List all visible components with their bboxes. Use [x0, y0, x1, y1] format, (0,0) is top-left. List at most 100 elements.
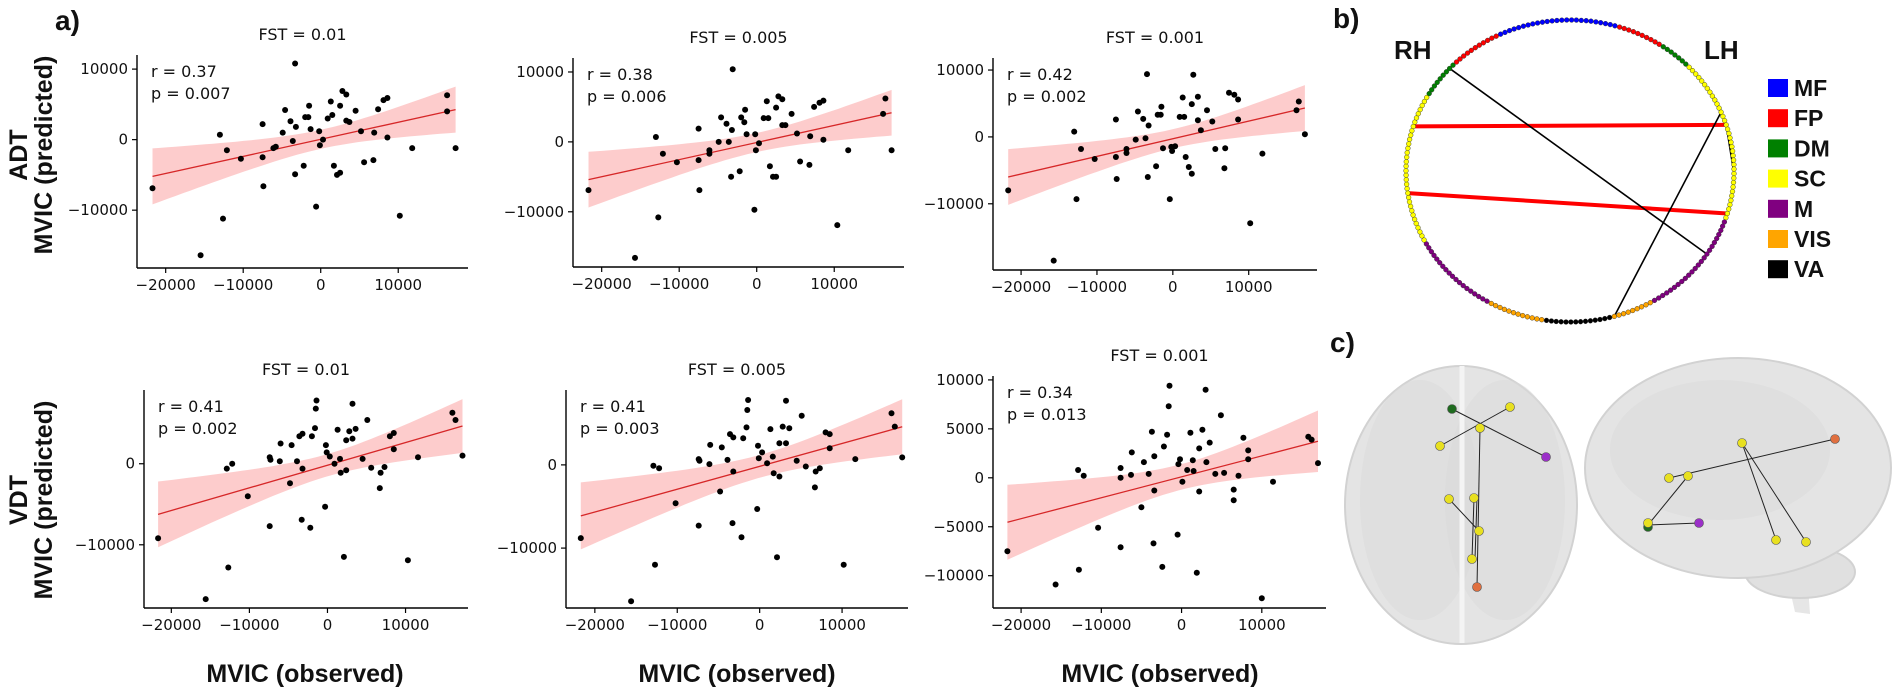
data-point	[337, 169, 344, 176]
ring-node-vis	[1520, 313, 1526, 319]
data-point	[312, 425, 318, 432]
ring-node-sc	[1686, 64, 1692, 70]
ring-node-mf	[1534, 20, 1541, 26]
regression-line	[1008, 107, 1306, 178]
ring-node-sc	[1731, 175, 1737, 181]
data-point	[745, 397, 752, 403]
data-point	[729, 520, 736, 527]
data-point	[1235, 116, 1242, 123]
data-point	[826, 431, 833, 438]
data-point	[1132, 136, 1139, 143]
xlabel-col3: MVIC (observed)	[1061, 660, 1258, 688]
regression-line	[157, 425, 463, 515]
data-point	[1071, 128, 1078, 135]
brain-node	[1694, 518, 1704, 528]
data-point	[1153, 163, 1160, 170]
ring-node-va	[1548, 318, 1555, 324]
data-point	[1080, 472, 1087, 479]
data-point	[237, 155, 244, 162]
ring-node-dm	[1443, 69, 1450, 75]
y-tick-label: 0	[547, 456, 557, 474]
ring-node-sc	[1404, 186, 1410, 192]
data-point	[834, 222, 841, 229]
x-tick-label: −10000	[219, 616, 279, 634]
data-point	[1004, 548, 1011, 555]
data-point	[1182, 154, 1189, 160]
x-tick-label: −20000	[572, 275, 632, 293]
ring-node-dm	[1434, 79, 1440, 86]
ring-node-fp	[1616, 24, 1623, 30]
data-point	[1160, 145, 1166, 152]
ring-node-vis	[1506, 308, 1512, 314]
y-tick-label: −10000	[68, 201, 128, 219]
ring-node-sc	[1729, 188, 1736, 195]
ring-node-sc	[1403, 172, 1409, 178]
data-point	[272, 143, 279, 150]
ring-node-mf	[1511, 26, 1517, 32]
y-tick-label: −10000	[924, 195, 984, 213]
y-tick-label: 0	[974, 128, 984, 146]
r-value: r = 0.34	[1007, 383, 1073, 402]
data-point	[298, 516, 305, 523]
confidence-band	[588, 89, 892, 208]
ring-node-m	[1706, 247, 1713, 253]
data-point	[1221, 165, 1228, 172]
data-point	[1145, 470, 1152, 477]
data-point	[459, 452, 466, 459]
ring-node-m	[1651, 297, 1658, 304]
x-tick-label: 10000	[810, 275, 858, 293]
ring-node-m	[1472, 291, 1478, 297]
ring-node-sc	[1726, 130, 1732, 137]
brain-node	[1737, 438, 1747, 448]
data-point	[276, 458, 283, 465]
data-point	[352, 425, 359, 432]
data-point	[444, 92, 451, 99]
legend-swatch-va	[1768, 260, 1788, 279]
ring-node-sc	[1724, 126, 1731, 132]
ring-node-mf	[1588, 18, 1594, 24]
ring-node-m	[1704, 251, 1710, 257]
data-point	[826, 445, 833, 452]
confidence-band	[580, 399, 903, 550]
data-point	[1203, 459, 1210, 466]
data-point	[765, 115, 772, 122]
ring-node-fp	[1472, 45, 1478, 51]
x-tick-label: −10000	[1067, 278, 1127, 296]
ring-node-mf	[1516, 25, 1522, 31]
ring-node-vis	[1643, 302, 1649, 308]
scatter-panel-1: −20000 −10000 0 10000 −10000 0 10000 FST = 0.01…	[68, 25, 468, 294]
data-point	[292, 171, 299, 178]
brain-node	[1541, 452, 1551, 462]
data-point	[329, 112, 336, 118]
scatter-plots: −20000 −10000 0 10000 −10000 0 10000 FST = 0.01…	[68, 25, 1326, 634]
data-point	[306, 102, 313, 109]
data-point	[1188, 101, 1195, 108]
data-point	[1177, 456, 1183, 463]
data-point	[760, 115, 767, 122]
regression-line	[588, 112, 892, 181]
data-point	[289, 138, 296, 144]
ring-node-fp	[1635, 30, 1641, 37]
data-point	[1270, 478, 1276, 485]
data-point	[277, 440, 284, 447]
brain-node	[1472, 582, 1482, 592]
ring-node-m	[1456, 280, 1463, 286]
data-point	[802, 463, 809, 470]
ring-node-dm	[1426, 90, 1432, 97]
ring-node-vis	[1638, 304, 1645, 310]
ring-node-m	[1468, 288, 1474, 294]
data-point	[755, 455, 762, 462]
ring-node-m	[1711, 239, 1718, 246]
ring-node-m	[1667, 287, 1674, 293]
data-point	[751, 206, 758, 213]
data-point	[390, 446, 397, 453]
data-point	[300, 162, 307, 169]
data-point	[1151, 487, 1158, 494]
data-point	[1185, 164, 1192, 170]
ring-node-m	[1484, 298, 1490, 304]
data-point	[1204, 107, 1210, 114]
row-label-vdt: VDT	[5, 475, 33, 525]
data-point	[723, 120, 730, 127]
ring-node-sc	[1728, 139, 1734, 145]
data-point	[1196, 445, 1203, 452]
